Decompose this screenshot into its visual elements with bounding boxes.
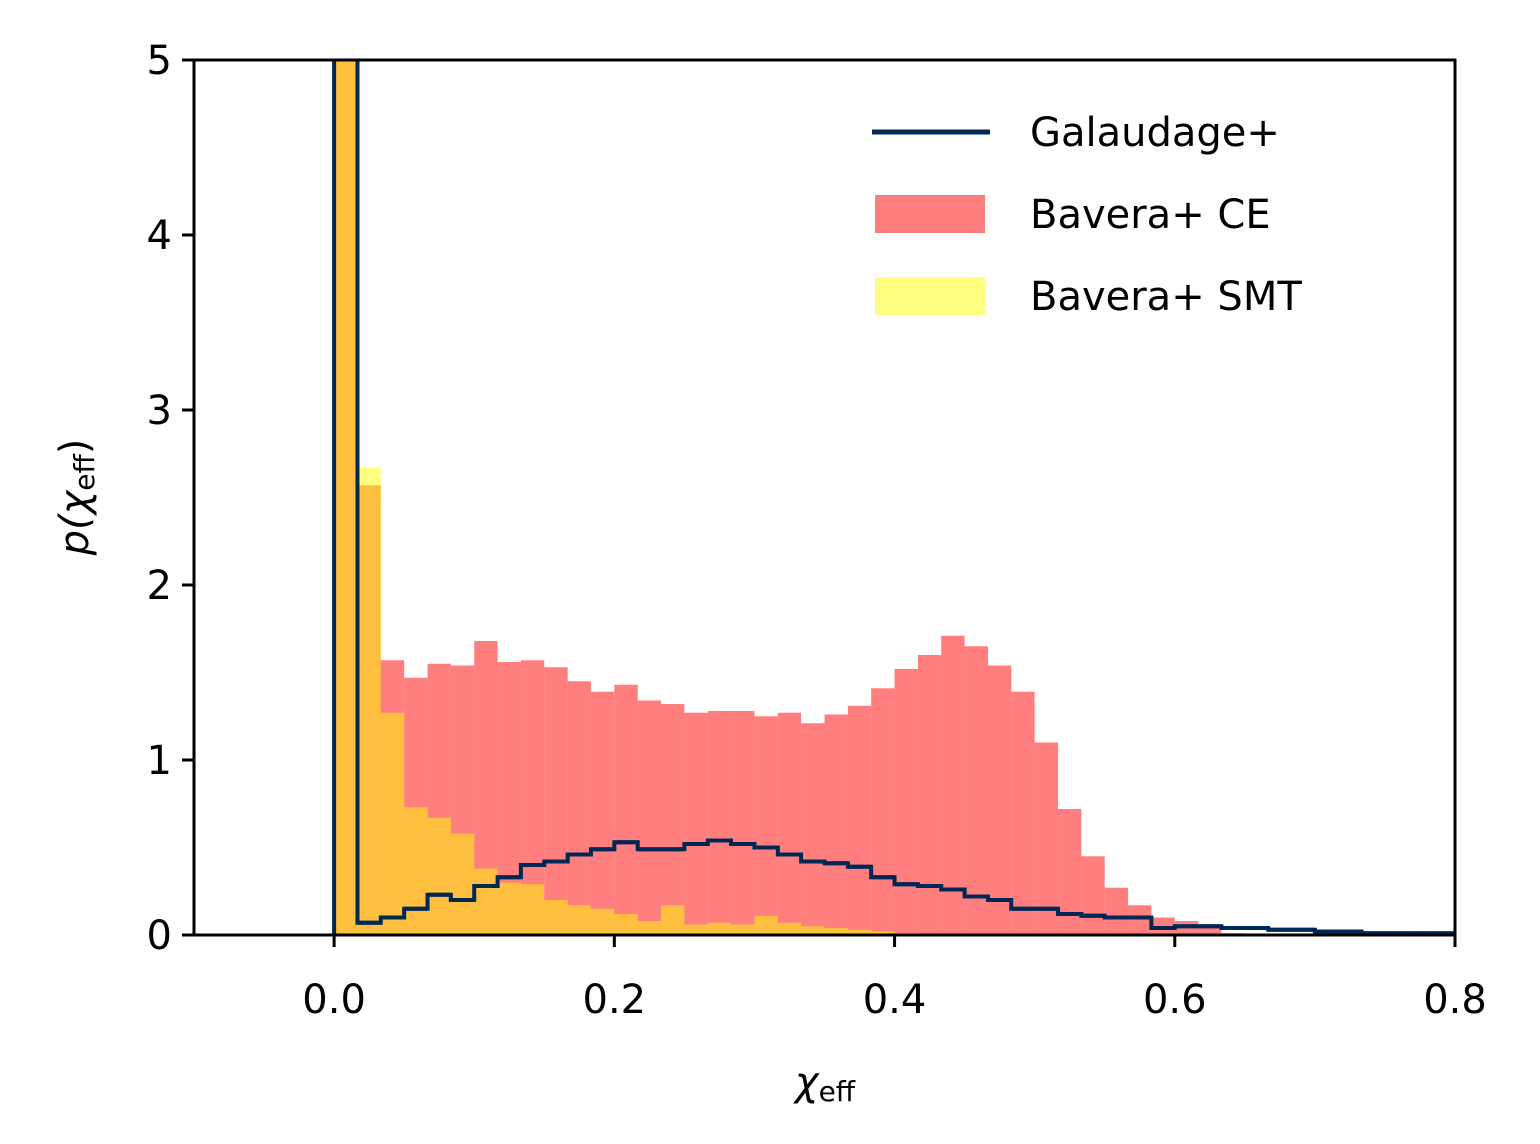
histogram-bar [404,807,428,935]
histogram-bar [660,704,685,935]
histogram-bar [871,688,895,935]
histogram-bar [380,712,405,935]
plot-frame [192,58,1457,937]
histogram-bar [941,635,965,935]
y-tick-label: 0 [147,913,172,959]
histogram-bar [707,922,732,935]
histogram-bar [731,924,755,935]
legend-patch [875,195,985,233]
histogram-bar [964,646,989,935]
histogram-bar [544,900,568,935]
histogram-bar [567,681,591,935]
histogram-bar [544,667,568,935]
x-label-subscript: eff [819,1075,856,1108]
legend-label: Bavera+ CE [1030,192,1271,238]
histogram-bar [637,921,661,935]
histogram-bar [801,723,825,935]
x-tick-label: 0.0 [302,977,366,1023]
histogram-bar [824,928,848,935]
histogram-bar [847,929,872,935]
histogram-bar [474,868,498,935]
y-tick-label: 5 [147,38,172,84]
histogram-bar [334,60,358,935]
histogram-bar [801,926,825,935]
y-label-part: p( [52,512,98,556]
histogram-bar [590,908,615,935]
histogram-bar [637,700,661,935]
histogram-bar [450,833,475,935]
legend-label: Bavera+ SMT [1030,274,1302,320]
histogram-bar [731,711,755,935]
histogram-bar [1198,926,1222,935]
histogram-bar [824,714,848,935]
histogram-bar [917,655,942,935]
y-tick-label: 3 [147,388,172,434]
histogram-bar [1058,809,1082,935]
x-tick-label: 0.6 [1143,977,1207,1023]
y-tick-label: 4 [147,213,172,259]
histogram-bar [754,915,778,935]
x-label-symbol: χ [793,1059,820,1105]
histogram-bar [427,817,451,935]
histogram-bar [520,884,545,935]
y-label-part: χ [52,489,98,516]
histogram-bar [1104,887,1129,935]
histogram-bar [357,467,381,935]
histogram-bar [847,705,872,935]
legend-patch [875,277,985,315]
x-tick-label: 0.4 [863,977,927,1023]
y-label-part: ) [52,439,98,455]
histogram-bar [777,712,802,935]
y-label-subscript: eff [68,454,101,491]
histogram-bar [590,691,615,935]
histogram-bar [614,914,638,935]
legend-label: Galaudage+ [1030,110,1280,156]
y-axis-label: p(χeff) [52,439,101,557]
x-tick-label: 0.2 [583,977,647,1023]
histogram-bar [684,712,708,935]
histogram-bar [777,922,802,935]
histogram-bar [497,662,521,935]
histogram-bar [660,905,685,935]
histogram-bar [1034,742,1059,935]
histogram-bar [988,665,1012,935]
histogram-bar [1011,691,1035,935]
histogram-bar [614,684,638,935]
histogram-bar [1128,905,1152,935]
histogram-bar [497,882,521,935]
histogram-bar [754,716,778,935]
y-tick-label: 1 [147,738,172,784]
histogram-bar [567,905,591,935]
x-axis-label: χeff [793,1059,856,1108]
histogram-bar [894,669,918,935]
y-tick-label: 2 [147,563,172,609]
histogram-bar [871,931,895,935]
histogram-bar [474,641,498,935]
histogram-bar [1081,856,1105,935]
x-tick-label: 0.8 [1423,977,1487,1023]
histogram-bar [707,711,732,935]
histogram-bar [684,924,708,935]
plot-area [332,60,1455,935]
